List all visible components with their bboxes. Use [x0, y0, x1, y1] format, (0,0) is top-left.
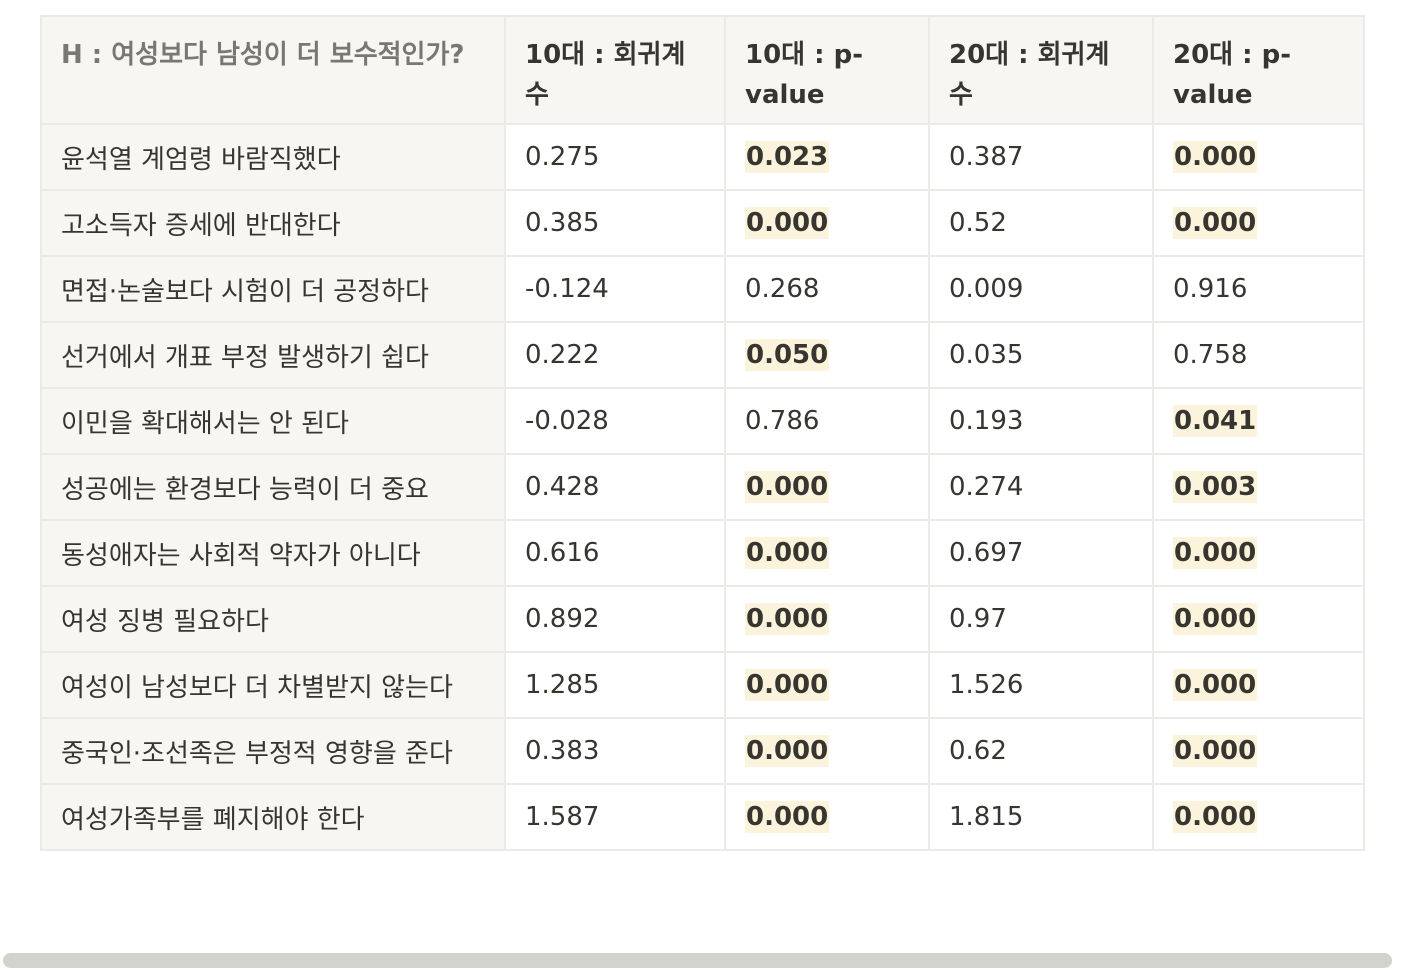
- cell-pvalue-20s: 0.758: [1152, 321, 1365, 389]
- significant-pvalue-highlight: 0.050: [745, 339, 830, 371]
- significant-pvalue-highlight: 0.000: [1173, 801, 1258, 833]
- cell-pvalue-10s: 0.000: [724, 651, 930, 719]
- table-row: 이민을 확대해서는 안 된다 -0.028 0.786 0.193 0.041: [40, 387, 1365, 455]
- cell-coef-10s: 0.275: [504, 123, 726, 191]
- cell-coef-20s: 0.52: [928, 189, 1154, 257]
- cell-coef-20s: 0.387: [928, 123, 1154, 191]
- cell-pvalue-20s: 0.000: [1152, 519, 1365, 587]
- table-row: 여성가족부를 폐지해야 한다 1.587 0.000 1.815 0.000: [40, 783, 1365, 851]
- significant-pvalue-highlight: 0.023: [745, 141, 830, 173]
- cell-item: 여성 징병 필요하다: [40, 585, 506, 653]
- cell-coef-10s: 0.616: [504, 519, 726, 587]
- significant-pvalue-highlight: 0.000: [1173, 537, 1258, 569]
- table-row: 동성애자는 사회적 약자가 아니다 0.616 0.000 0.697 0.000: [40, 519, 1365, 587]
- cell-coef-20s: 0.97: [928, 585, 1154, 653]
- cell-coef-10s: -0.124: [504, 255, 726, 323]
- significant-pvalue-highlight: 0.000: [745, 471, 830, 503]
- cell-pvalue-20s: 0.000: [1152, 717, 1365, 785]
- cell-item: 성공에는 환경보다 능력이 더 중요: [40, 453, 506, 521]
- significant-pvalue-highlight: 0.000: [1173, 603, 1258, 635]
- cell-item: 여성이 남성보다 더 차별받지 않는다: [40, 651, 506, 719]
- table-row: 여성 징병 필요하다 0.892 0.000 0.97 0.000: [40, 585, 1365, 653]
- table-row: 선거에서 개표 부정 발생하기 쉽다 0.222 0.050 0.035 0.758: [40, 321, 1365, 389]
- cell-coef-10s: 0.385: [504, 189, 726, 257]
- cell-item: 선거에서 개표 부정 발생하기 쉽다: [40, 321, 506, 389]
- table-row: 중국인·조선족은 부정적 영향을 준다 0.383 0.000 0.62 0.000: [40, 717, 1365, 785]
- cell-pvalue-20s: 0.000: [1152, 783, 1365, 851]
- table-row: 면접·논술보다 시험이 더 공정하다 -0.124 0.268 0.009 0.916: [40, 255, 1365, 323]
- significant-pvalue-highlight: 0.041: [1173, 405, 1258, 437]
- table-row: 고소득자 증세에 반대한다 0.385 0.000 0.52 0.000: [40, 189, 1365, 257]
- cell-pvalue-10s: 0.000: [724, 453, 930, 521]
- significant-pvalue-highlight: 0.000: [745, 207, 830, 239]
- significant-pvalue-highlight: 0.000: [745, 603, 830, 635]
- significant-pvalue-highlight: 0.000: [745, 735, 830, 767]
- cell-coef-10s: -0.028: [504, 387, 726, 455]
- cell-pvalue-20s: 0.000: [1152, 651, 1365, 719]
- significant-pvalue-highlight: 0.000: [745, 801, 830, 833]
- cell-coef-10s: 0.428: [504, 453, 726, 521]
- significant-pvalue-highlight: 0.003: [1173, 471, 1258, 503]
- cell-pvalue-10s: 0.000: [724, 189, 930, 257]
- cell-item: 여성가족부를 폐지해야 한다: [40, 783, 506, 851]
- cell-coef-20s: 0.697: [928, 519, 1154, 587]
- cell-pvalue-10s: 0.000: [724, 717, 930, 785]
- cell-pvalue-20s: 0.000: [1152, 123, 1365, 191]
- table-row: 여성이 남성보다 더 차별받지 않는다 1.285 0.000 1.526 0.000: [40, 651, 1365, 719]
- cell-pvalue-10s: 0.050: [724, 321, 930, 389]
- cell-item: 이민을 확대해서는 안 된다: [40, 387, 506, 455]
- cell-coef-10s: 0.222: [504, 321, 726, 389]
- cell-coef-10s: 1.285: [504, 651, 726, 719]
- cell-item: 면접·논술보다 시험이 더 공정하다: [40, 255, 506, 323]
- cell-pvalue-20s: 0.000: [1152, 189, 1365, 257]
- cell-pvalue-10s: 0.786: [724, 387, 930, 455]
- cell-coef-10s: 0.383: [504, 717, 726, 785]
- table-row: 성공에는 환경보다 능력이 더 중요 0.428 0.000 0.274 0.003: [40, 453, 1365, 521]
- cell-coef-20s: 0.009: [928, 255, 1154, 323]
- cell-coef-10s: 0.892: [504, 585, 726, 653]
- cell-coef-20s: 0.62: [928, 717, 1154, 785]
- significant-pvalue-highlight: 0.000: [1173, 141, 1258, 173]
- regression-table: H : 여성보다 남성이 더 보수적인가? 10대 : 회귀계수 10대 : p…: [40, 15, 1365, 851]
- cell-coef-10s: 1.587: [504, 783, 726, 851]
- cell-item: 동성애자는 사회적 약자가 아니다: [40, 519, 506, 587]
- cell-pvalue-10s: 0.000: [724, 783, 930, 851]
- significant-pvalue-highlight: 0.000: [1173, 735, 1258, 767]
- header-pvalue-10s: 10대 : p-value: [724, 15, 930, 125]
- header-hypothesis: H : 여성보다 남성이 더 보수적인가?: [40, 15, 506, 125]
- cell-pvalue-10s: 0.268: [724, 255, 930, 323]
- cell-coef-20s: 1.815: [928, 783, 1154, 851]
- cell-pvalue-10s: 0.000: [724, 519, 930, 587]
- table-row: 윤석열 계엄령 바람직했다 0.275 0.023 0.387 0.000: [40, 123, 1365, 191]
- horizontal-scrollbar[interactable]: [3, 953, 1392, 968]
- cell-pvalue-10s: 0.000: [724, 585, 930, 653]
- cell-item: 중국인·조선족은 부정적 영향을 준다: [40, 717, 506, 785]
- cell-pvalue-20s: 0.003: [1152, 453, 1365, 521]
- significant-pvalue-highlight: 0.000: [1173, 669, 1258, 701]
- cell-coef-20s: 0.274: [928, 453, 1154, 521]
- header-coef-20s: 20대 : 회귀계수: [928, 15, 1154, 125]
- cell-coef-20s: 0.193: [928, 387, 1154, 455]
- cell-pvalue-20s: 0.041: [1152, 387, 1365, 455]
- regression-table-container: H : 여성보다 남성이 더 보수적인가? 10대 : 회귀계수 10대 : p…: [40, 15, 1365, 851]
- cell-item: 윤석열 계엄령 바람직했다: [40, 123, 506, 191]
- significant-pvalue-highlight: 0.000: [745, 537, 830, 569]
- table-body: 윤석열 계엄령 바람직했다 0.275 0.023 0.387 0.000 고소득자 증세…: [40, 123, 1365, 851]
- cell-item: 고소득자 증세에 반대한다: [40, 189, 506, 257]
- cell-coef-20s: 1.526: [928, 651, 1154, 719]
- header-pvalue-20s: 20대 : p-value: [1152, 15, 1365, 125]
- cell-pvalue-20s: 0.916: [1152, 255, 1365, 323]
- cell-coef-20s: 0.035: [928, 321, 1154, 389]
- significant-pvalue-highlight: 0.000: [1173, 207, 1258, 239]
- table-header-row: H : 여성보다 남성이 더 보수적인가? 10대 : 회귀계수 10대 : p…: [40, 15, 1365, 125]
- header-coef-10s: 10대 : 회귀계수: [504, 15, 726, 125]
- cell-pvalue-20s: 0.000: [1152, 585, 1365, 653]
- cell-pvalue-10s: 0.023: [724, 123, 930, 191]
- significant-pvalue-highlight: 0.000: [745, 669, 830, 701]
